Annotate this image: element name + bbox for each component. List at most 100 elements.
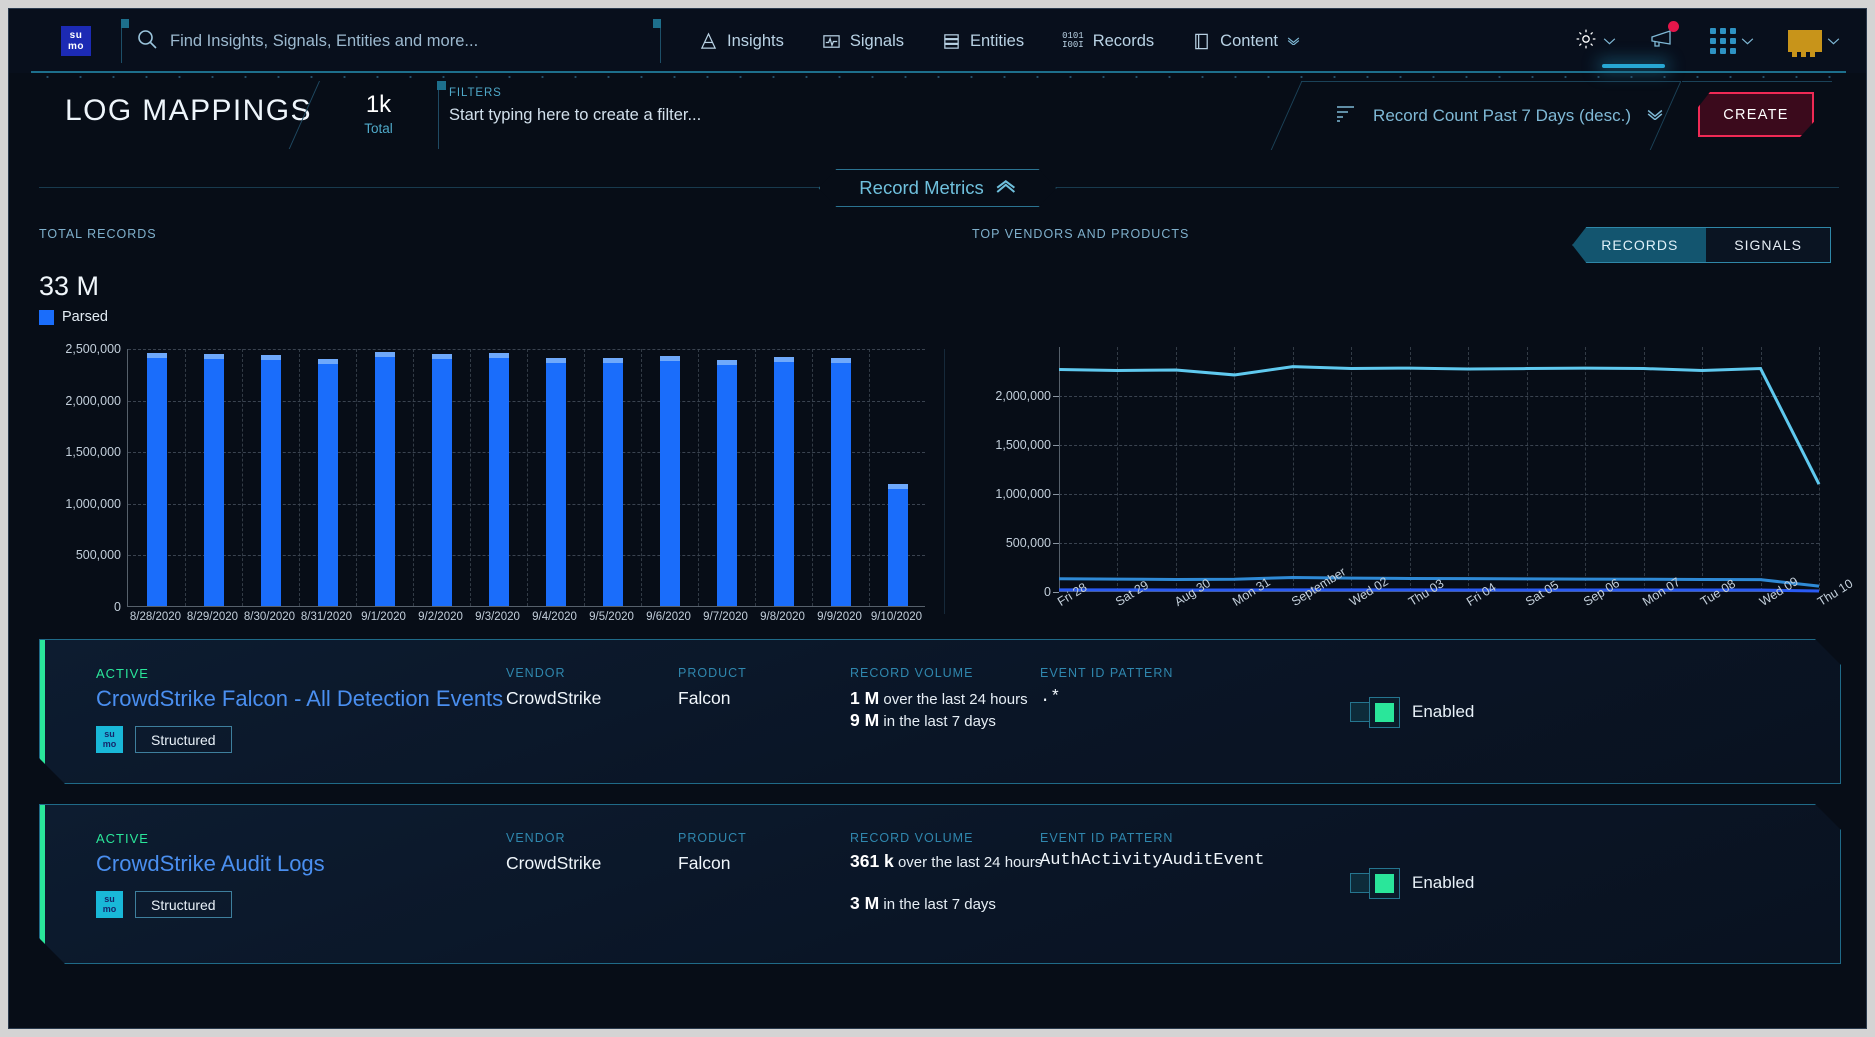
bar-x-tick-label: 9/7/2020: [703, 611, 748, 623]
settings-active-indicator: [1602, 64, 1665, 68]
bar-x-tick-label: 8/31/2020: [300, 611, 353, 623]
bar-9/8/2020[interactable]: [773, 357, 794, 606]
toggle-knob: [1369, 697, 1400, 728]
toggle-track[interactable]: [1350, 873, 1396, 893]
nav-label-content: Content: [1220, 31, 1278, 50]
bar-x-tick-label: 9/3/2020: [475, 611, 520, 623]
bar-vgridline: [527, 349, 528, 606]
bar-x-tick-label: 9/4/2020: [532, 611, 577, 623]
settings-button[interactable]: [1574, 27, 1616, 56]
nav-item-signals[interactable]: Signals: [822, 32, 904, 51]
search-icon: [136, 28, 158, 55]
toggle-option-signals[interactable]: SIGNALS: [1706, 228, 1830, 262]
bar-9/3/2020[interactable]: [488, 352, 509, 606]
bar-8/30/2020[interactable]: [260, 354, 281, 606]
bar-vgridline: [356, 349, 357, 606]
chevron-down-icon: [1603, 32, 1616, 50]
bar-x-tick-label: 9/10/2020: [870, 611, 923, 623]
line-vgridline: [1819, 347, 1820, 591]
sort-value: Record Count Past 7 Days (desc.): [1373, 105, 1631, 125]
line-gridline: [1059, 445, 1819, 446]
bar-9/5/2020[interactable]: [602, 358, 623, 606]
bar-8/28/2020[interactable]: [146, 353, 167, 606]
log-mapping-card[interactable]: ACTIVE CrowdStrike Audit Logs su mo Struc…: [39, 804, 1841, 964]
line-y-tickmark: [1053, 396, 1059, 397]
log-mapping-card[interactable]: ACTIVE CrowdStrike Falcon - All Detectio…: [39, 639, 1841, 784]
bar-gridline: [128, 400, 925, 402]
bar-vgridline: [698, 349, 699, 606]
vendor-column-label: VENDOR: [506, 831, 566, 845]
product-column-label: PRODUCT: [678, 831, 747, 845]
line-vgridline: [1409, 347, 1411, 591]
structured-chip[interactable]: Structured: [135, 726, 232, 753]
bar-9/1/2020[interactable]: [374, 352, 395, 606]
global-search[interactable]: [121, 19, 661, 63]
total-count-label: Total: [364, 121, 393, 136]
line-series-series-1: [1058, 365, 1821, 485]
record-volume-column-label: RECORD VOLUME: [850, 831, 974, 845]
bar-8/29/2020[interactable]: [203, 354, 224, 606]
nav-label-signals: Signals: [849, 31, 904, 50]
product-value: Falcon: [678, 688, 731, 708]
line-y-tickmark: [1053, 445, 1059, 446]
card-title-link[interactable]: CrowdStrike Audit Logs: [96, 851, 325, 876]
bar-9/6/2020[interactable]: [659, 356, 680, 606]
notification-badge: [1668, 20, 1679, 32]
nav-label-insights: Insights: [727, 31, 784, 50]
bar-9/9/2020[interactable]: [830, 357, 851, 606]
bar-vgridline: [812, 349, 813, 606]
announcements-button[interactable]: [1650, 20, 1679, 55]
line-gridline: [1059, 396, 1819, 397]
search-input[interactable]: [170, 31, 640, 51]
create-area: CREATE: [1682, 81, 1832, 149]
bar-x-tick-label: 9/2/2020: [418, 611, 463, 623]
card-title-link[interactable]: CrowdStrike Falcon - All Detection Event…: [96, 686, 504, 711]
bar-9/7/2020[interactable]: [716, 360, 737, 606]
bar-9/4/2020[interactable]: [545, 357, 566, 606]
apps-button[interactable]: [1710, 28, 1754, 54]
apps-grid-icon: [1710, 28, 1736, 54]
toggle-knob: [1369, 868, 1400, 899]
bar-9/2/2020[interactable]: [431, 354, 452, 606]
product-value: Falcon: [678, 853, 731, 873]
bar-x-tick-label: 9/9/2020: [817, 611, 862, 623]
structured-chip[interactable]: Structured: [135, 891, 232, 918]
enabled-toggle[interactable]: Enabled: [1350, 702, 1474, 722]
sort-dropdown[interactable]: Record Count Past 7 Days (desc.): [1301, 81, 1681, 149]
nav-label-entities: Entities: [970, 31, 1025, 50]
nav-item-insights[interactable]: Insights: [699, 32, 784, 51]
record-metrics-collapse-toggle[interactable]: Record Metrics: [818, 169, 1056, 207]
top-navigation-bar: su mo Insights: [9, 9, 1866, 73]
nav-item-content[interactable]: Content: [1192, 32, 1300, 51]
line-vgridline: [1585, 347, 1587, 591]
toggle-option-records[interactable]: RECORDS: [1573, 228, 1707, 262]
content-icon: [1192, 32, 1211, 51]
nav-item-records[interactable]: 0101 I00I Records: [1062, 32, 1154, 51]
total-count-value: 1k: [365, 91, 392, 118]
line-vgridline: [1117, 347, 1119, 591]
line-chart-series-group: [1058, 365, 1821, 593]
sumo-logo[interactable]: su mo: [61, 26, 91, 56]
nav-item-entities[interactable]: Entities: [942, 32, 1024, 51]
bar-vgridline: [641, 349, 642, 606]
insights-icon: [699, 31, 718, 51]
record-volume-7d: 3 M in the last 7 days: [850, 893, 996, 913]
line-vgridline: [1760, 347, 1762, 591]
page-title: LOG MAPPINGS: [65, 94, 312, 127]
toggle-track[interactable]: [1350, 702, 1396, 722]
bar-8/31/2020[interactable]: [317, 359, 338, 606]
bar-y-tick-label: 1,000,000: [65, 496, 121, 511]
filters-label: FILTERS: [449, 87, 502, 99]
create-button[interactable]: CREATE: [1698, 92, 1814, 137]
user-menu-button[interactable]: [1788, 30, 1840, 52]
line-vgridline: [1526, 347, 1528, 591]
enabled-toggle[interactable]: Enabled: [1350, 873, 1474, 893]
topnav-dot-rail: [31, 75, 1846, 79]
bar-y-tick-label: 2,500,000: [65, 342, 121, 356]
bar-9/10/2020[interactable]: [887, 484, 908, 606]
card-status-accent: [40, 805, 45, 963]
bar-x-tick-label: 9/8/2020: [760, 611, 805, 623]
filters-input[interactable]: [449, 106, 1149, 125]
topnav-divider: [31, 71, 1846, 73]
total-records-value: 33 M: [39, 271, 100, 301]
